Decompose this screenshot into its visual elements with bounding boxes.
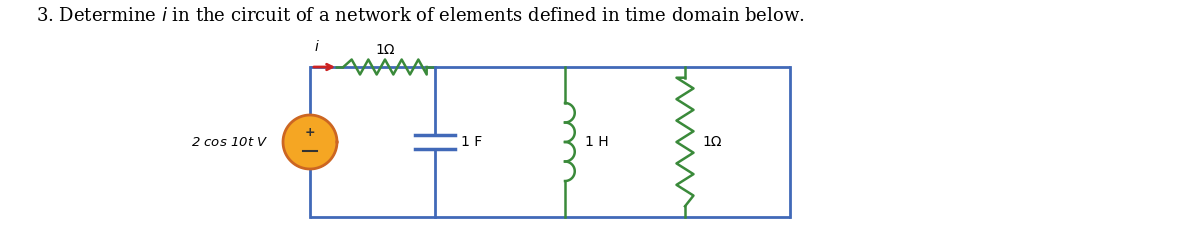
- Text: 2 cos 10$t$ V: 2 cos 10$t$ V: [191, 136, 268, 148]
- Text: +: +: [305, 126, 316, 140]
- Text: $i$: $i$: [314, 39, 319, 54]
- Text: 1Ω: 1Ω: [376, 43, 395, 57]
- Text: 1 H: 1 H: [586, 135, 608, 149]
- Polygon shape: [283, 115, 337, 169]
- Text: 1Ω: 1Ω: [702, 135, 721, 149]
- Text: 1 F: 1 F: [461, 135, 482, 149]
- Text: 3. Determine $\mathit{i}$ in the circuit of a network of elements defined in tim: 3. Determine $\mathit{i}$ in the circuit…: [36, 7, 805, 25]
